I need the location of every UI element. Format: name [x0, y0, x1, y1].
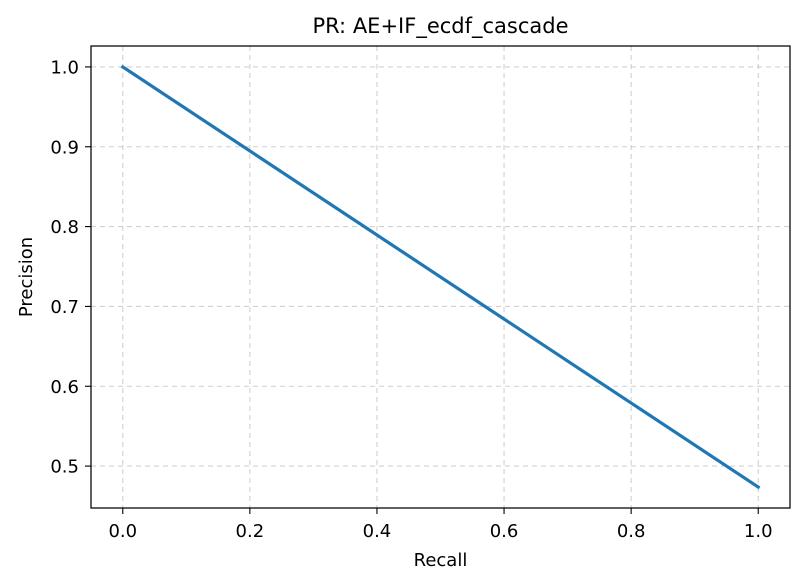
x-tick-label: 0.0 [108, 521, 137, 542]
chart-title: PR: AE+IF_ecdf_cascade [312, 14, 568, 39]
x-tick-label: 0.6 [490, 521, 519, 542]
y-tick-label: 0.8 [50, 217, 79, 238]
y-tick-label: 0.5 [50, 457, 79, 478]
x-tick-label: 0.8 [617, 521, 646, 542]
y-tick-label: 0.9 [50, 137, 79, 158]
y-tick-label: 0.6 [50, 377, 79, 398]
x-tick-label: 0.4 [363, 521, 392, 542]
y-axis-label: Precision [16, 237, 37, 317]
ticks: 0.0 0.2 0.4 0.6 0.8 1.0 0.5 0.6 0.7 0.8 0.9 1.0 [50, 57, 772, 542]
y-tick-label: 1.0 [50, 57, 79, 78]
x-tick-label: 1.0 [744, 521, 773, 542]
series-layer [120, 64, 761, 490]
x-axis-label: Recall [414, 550, 468, 571]
y-tick-label: 0.7 [50, 297, 79, 318]
axes-frame [90, 45, 791, 509]
x-tick-label: 0.2 [236, 521, 265, 542]
grid [91, 46, 790, 508]
pr-curve-line [120, 64, 761, 490]
